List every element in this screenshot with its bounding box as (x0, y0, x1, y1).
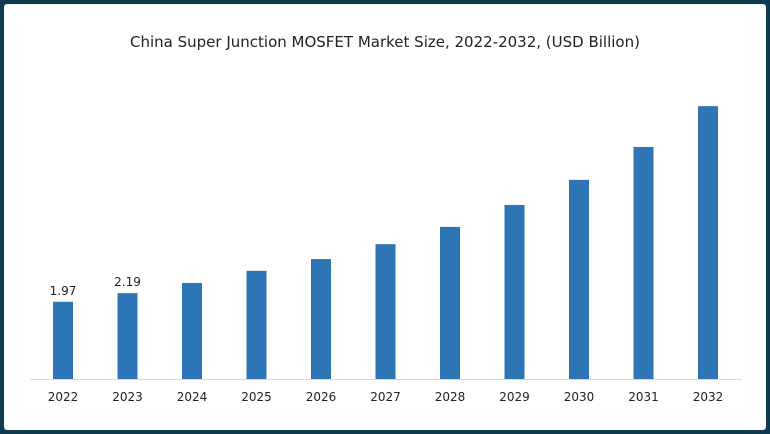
x-tick-label: 2024 (177, 390, 208, 404)
x-tick-label: 2023 (112, 390, 143, 404)
bar-2032 (698, 106, 718, 379)
bar-2030 (569, 179, 589, 379)
bar-2031 (633, 146, 654, 379)
bar-2027 (375, 244, 396, 379)
x-tick-label: 2022 (48, 390, 79, 404)
bar-2022 (53, 301, 73, 379)
data-label-2022: 1.97 (50, 284, 77, 298)
x-tick-label: 2025 (241, 390, 272, 404)
bar-2028 (440, 226, 460, 379)
x-tick-label: 2029 (499, 390, 530, 404)
chart-title: China Super Junction MOSFET Market Size,… (130, 33, 640, 51)
x-tick-label: 2031 (628, 390, 659, 404)
x-tick-label: 2030 (564, 390, 595, 404)
data-label-2023: 2.19 (114, 275, 141, 289)
bar-2025 (246, 270, 267, 379)
bar-2026 (311, 259, 331, 379)
x-tick-label: 2028 (435, 390, 466, 404)
bar-2024 (182, 282, 202, 379)
bar-2029 (504, 204, 525, 379)
x-tick-label: 2027 (370, 390, 401, 404)
x-tick-label: 2026 (306, 390, 337, 404)
x-tick-label: 2032 (693, 390, 724, 404)
bar-2023 (117, 293, 138, 379)
